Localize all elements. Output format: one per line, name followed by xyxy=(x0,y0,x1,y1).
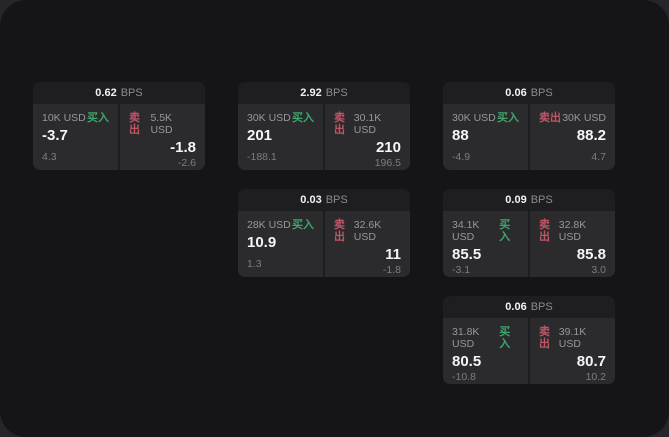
buy-quote-button[interactable]: 34.1K USD 买入 85.5 -3.1 xyxy=(443,211,528,277)
buy-quote-button[interactable]: 30K USD 买入 88 -4.9 xyxy=(443,104,528,170)
buy-price: 80.5 xyxy=(452,353,482,370)
sell-price: 88.2 xyxy=(576,127,606,144)
quote-card: 0.62 BPS 10K USD 买入 -3.7 4.3 卖出 5.5K USD… xyxy=(33,82,205,170)
sell-delta: -1.8 xyxy=(382,264,401,276)
buy-amount: 30K USD xyxy=(452,112,496,124)
buy-amount: 10K USD xyxy=(42,112,86,124)
sell-amount: 32.6K USD xyxy=(353,219,382,243)
spread-unit-label: BPS xyxy=(120,87,143,99)
spread-value: 0.03 xyxy=(300,194,322,206)
sell-label: 卖出 xyxy=(334,219,345,243)
spread-value: 0.62 xyxy=(95,87,117,99)
buy-amount: 31.8K USD xyxy=(452,326,480,350)
sell-delta: 10.2 xyxy=(585,371,606,383)
sell-price: -1.8 xyxy=(170,139,196,156)
sell-price: 85.8 xyxy=(576,246,606,263)
spread-value: 0.06 xyxy=(505,87,527,99)
quote-card: 0.03 BPS 28K USD 买入 10.9 1.3 卖出 32.6K US… xyxy=(238,189,410,277)
buy-price: 85.5 xyxy=(452,246,482,263)
buy-label: 买入 xyxy=(499,219,511,243)
spread-unit-label: BPS xyxy=(530,301,553,313)
quote-card: 0.09 BPS 34.1K USD 买入 85.5 -3.1 卖出 32.8K… xyxy=(443,189,615,277)
quote-body: 28K USD 买入 10.9 1.3 卖出 32.6K USD 11 -1.8 xyxy=(238,211,410,277)
buy-label: 买入 xyxy=(499,326,511,350)
spread-header: 0.06 BPS xyxy=(443,82,615,104)
buy-delta: -188.1 xyxy=(247,151,277,163)
sell-price: 11 xyxy=(385,246,401,263)
buy-label: 买入 xyxy=(87,112,109,124)
quote-card: 2.92 BPS 30K USD 买入 201 -188.1 卖出 30.1K … xyxy=(238,82,410,170)
buy-delta: -10.8 xyxy=(452,371,476,383)
buy-price: 88 xyxy=(452,127,469,144)
quote-body: 10K USD 买入 -3.7 4.3 卖出 5.5K USD -1.8 -2.… xyxy=(33,104,205,170)
quote-body: 34.1K USD 买入 85.5 -3.1 卖出 32.8K USD 85.8… xyxy=(443,211,615,277)
buy-quote-button[interactable]: 10K USD 买入 -3.7 4.3 xyxy=(33,104,118,170)
spread-header: 0.09 BPS xyxy=(443,189,615,211)
spread-header: 2.92 BPS xyxy=(238,82,410,104)
buy-amount: 28K USD xyxy=(247,219,291,231)
spread-value: 0.06 xyxy=(505,301,527,313)
quote-card: 0.06 BPS 31.8K USD 买入 80.5 -10.8 卖出 39.1… xyxy=(443,296,615,384)
sell-label: 卖出 xyxy=(539,219,550,243)
buy-label: 买入 xyxy=(292,219,314,231)
buy-price: 10.9 xyxy=(247,234,277,251)
buy-amount: 34.1K USD xyxy=(452,219,480,243)
sell-quote-button[interactable]: 卖出 30.1K USD 210 196.5 xyxy=(325,104,410,170)
buy-quote-button[interactable]: 31.8K USD 买入 80.5 -10.8 xyxy=(443,318,528,384)
sell-amount: 39.1K USD xyxy=(558,326,587,350)
sell-label: 卖出 xyxy=(539,326,550,350)
spread-header: 0.03 BPS xyxy=(238,189,410,211)
sell-quote-button[interactable]: 卖出 32.8K USD 85.8 3.0 xyxy=(530,211,615,277)
sell-quote-button[interactable]: 卖出 5.5K USD -1.8 -2.6 xyxy=(120,104,205,170)
sell-amount: 30.1K USD xyxy=(353,112,382,136)
sell-delta: 196.5 xyxy=(374,157,401,169)
sell-quote-button[interactable]: 卖出 32.6K USD 11 -1.8 xyxy=(325,211,410,277)
sell-label: 卖出 xyxy=(129,112,140,136)
sell-amount: 32.8K USD xyxy=(558,219,587,243)
quote-card: 0.06 BPS 30K USD 买入 88 -4.9 卖出 30K USD 8… xyxy=(443,82,615,170)
spread-unit-label: BPS xyxy=(325,194,348,206)
buy-delta: 1.3 xyxy=(247,258,262,270)
buy-delta: -4.9 xyxy=(452,151,471,163)
quote-body: 30K USD 买入 201 -188.1 卖出 30.1K USD 210 1… xyxy=(238,104,410,170)
spread-unit-label: BPS xyxy=(530,87,553,99)
sell-label: 卖出 xyxy=(334,112,345,136)
buy-price: 201 xyxy=(247,127,273,144)
buy-amount: 30K USD xyxy=(247,112,291,124)
buy-label: 买入 xyxy=(292,112,314,124)
sell-quote-button[interactable]: 卖出 39.1K USD 80.7 10.2 xyxy=(530,318,615,384)
buy-price: -3.7 xyxy=(42,127,68,144)
buy-delta: 4.3 xyxy=(42,151,57,163)
sell-price: 210 xyxy=(375,139,401,156)
spread-value: 2.92 xyxy=(300,87,322,99)
quote-body: 31.8K USD 买入 80.5 -10.8 卖出 39.1K USD 80.… xyxy=(443,318,615,384)
spread-header: 0.06 BPS xyxy=(443,296,615,318)
buy-quote-button[interactable]: 30K USD 买入 201 -188.1 xyxy=(238,104,323,170)
sell-amount: 5.5K USD xyxy=(150,112,173,136)
spread-header: 0.62 BPS xyxy=(33,82,205,104)
sell-delta: 3.0 xyxy=(591,264,606,276)
spread-unit-label: BPS xyxy=(325,87,348,99)
sell-label: 卖出 xyxy=(539,112,561,124)
sell-quote-button[interactable]: 卖出 30K USD 88.2 4.7 xyxy=(530,104,615,170)
sell-amount: 30K USD xyxy=(562,112,606,124)
buy-delta: -3.1 xyxy=(452,264,471,276)
buy-label: 买入 xyxy=(497,112,519,124)
sell-delta: -2.6 xyxy=(177,157,196,169)
sell-delta: 4.7 xyxy=(591,151,606,163)
quote-body: 30K USD 买入 88 -4.9 卖出 30K USD 88.2 4.7 xyxy=(443,104,615,170)
spread-unit-label: BPS xyxy=(530,194,553,206)
sell-price: 80.7 xyxy=(576,353,606,370)
buy-quote-button[interactable]: 28K USD 买入 10.9 1.3 xyxy=(238,211,323,277)
spread-value: 0.09 xyxy=(505,194,527,206)
